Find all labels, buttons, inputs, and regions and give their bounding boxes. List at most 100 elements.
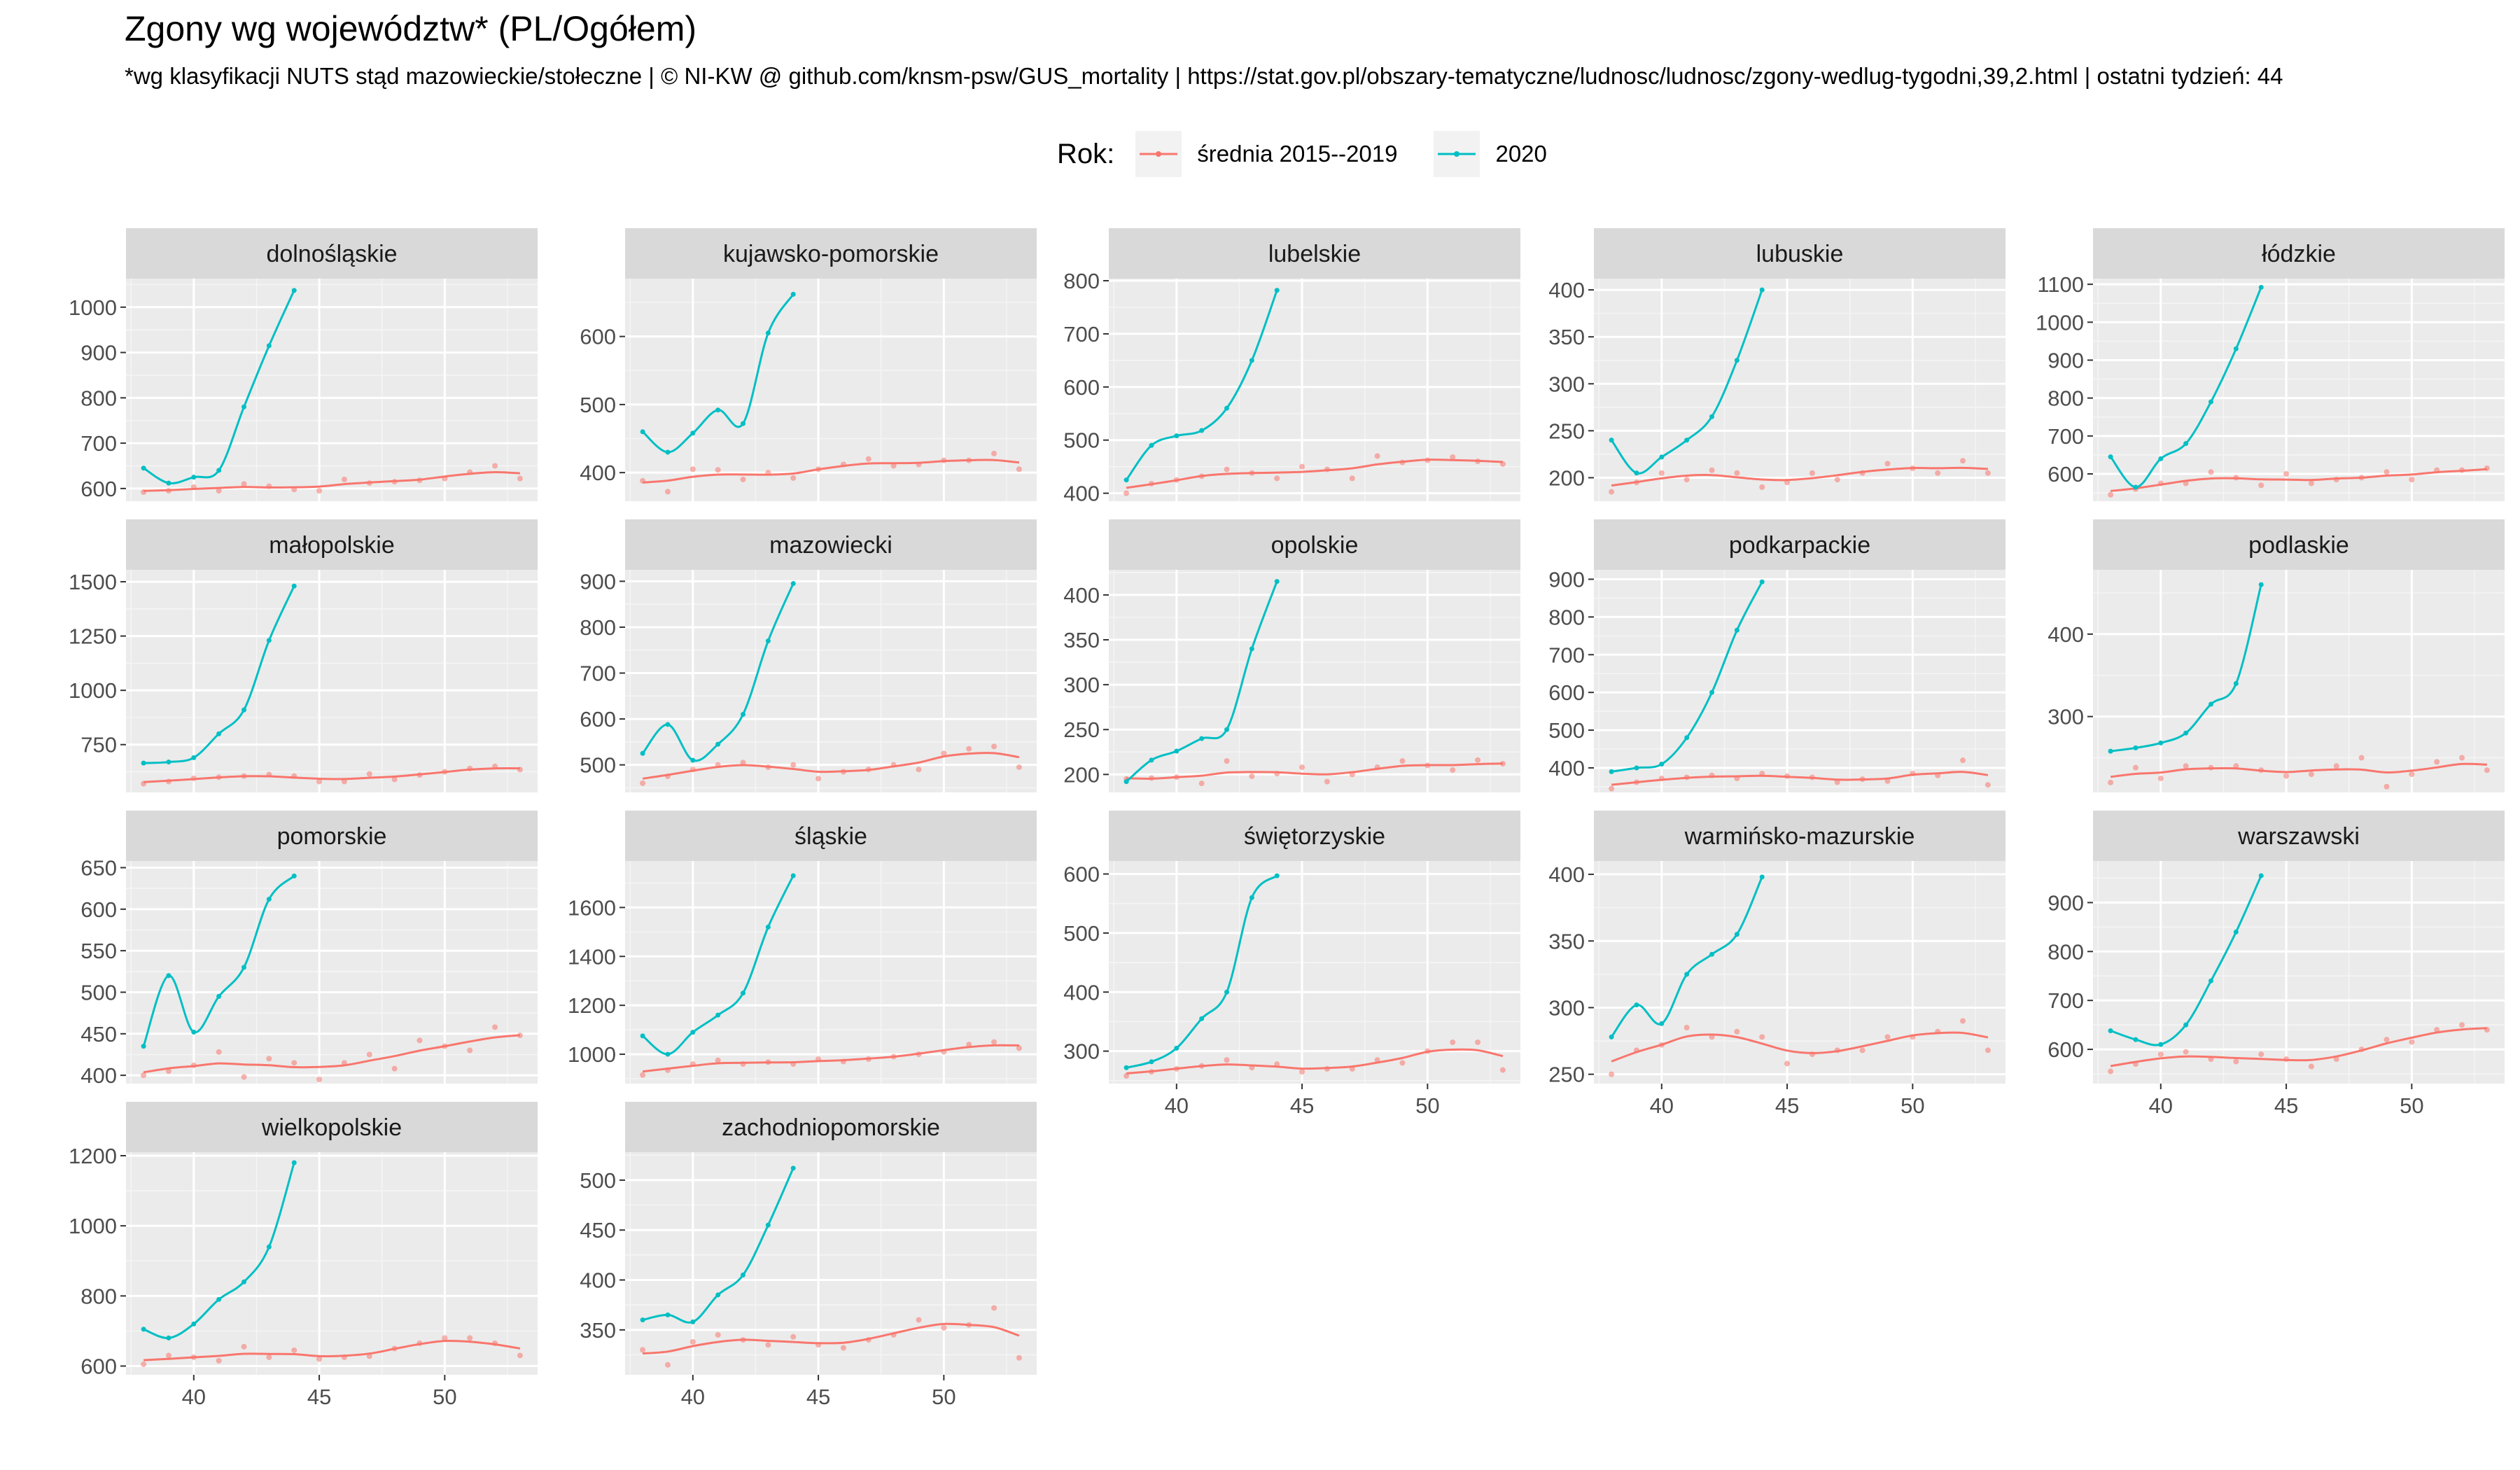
panel-2-2020-point [790, 291, 796, 297]
panel-14-avg-point [1859, 1047, 1865, 1054]
panel-13-avg-line [1126, 1048, 1504, 1074]
panel-5-avg-point [2384, 469, 2390, 475]
panel-13-avg-point [1124, 1073, 1130, 1079]
panel-9-avg-point [1859, 776, 1865, 783]
panel-4-avg-point [1960, 458, 1966, 464]
panel-6-avg-point [190, 775, 197, 781]
panel-6-avg-point [241, 773, 247, 779]
panel-9-avg-point [1834, 779, 1840, 785]
panel-8: opolskie 200 250 300 350 400 [1063, 519, 1520, 792]
panel-2-ytick-label: 600 [580, 325, 616, 349]
panel-13-avg-point [1198, 1063, 1205, 1069]
panel-10-avg-point [2233, 763, 2239, 769]
panel-7-ytick-label: 500 [580, 753, 616, 778]
panel-2-avg-point [816, 466, 822, 472]
panel-14-xtick-label: 50 [1900, 1093, 1924, 1118]
panel-8-avg-point [1374, 764, 1380, 771]
panel-8-ytick-label: 350 [1063, 628, 1100, 652]
panel-12-ytick-label: 1600 [568, 895, 616, 920]
panel-16-xtick-label: 50 [433, 1385, 456, 1409]
panel-17-ytick-label: 400 [580, 1268, 616, 1293]
panel-9-avg-point [1734, 776, 1740, 782]
panel-15-2020-point [2183, 1022, 2189, 1028]
panel-11-ytick-label: 500 [80, 980, 117, 1004]
panel-17-avg-point [715, 1331, 721, 1338]
panel-13-xtick-label: 50 [1415, 1093, 1439, 1118]
panel-1-avg-point [391, 479, 398, 485]
panel-2-avg-point [790, 475, 797, 481]
panel-4-2020-point [1659, 454, 1665, 460]
panel-16-avg-point [216, 1357, 222, 1364]
panel-4-avg-point [1859, 470, 1865, 476]
panel-12-avg-point [816, 1056, 822, 1063]
panel-8-2020-point [1149, 757, 1154, 763]
panel-1-2020-point [166, 480, 172, 486]
panel-6-avg-point [141, 780, 147, 787]
panel-3-avg-point [1299, 463, 1306, 470]
panel-17-avg-point [740, 1337, 746, 1343]
panel-4-2020-point [1609, 438, 1614, 443]
panel-17-avg-point [966, 1322, 972, 1328]
panel-7-strip [625, 519, 1037, 570]
panel-11-ytick-label: 400 [80, 1063, 117, 1088]
panel-14-2020-point [1734, 932, 1740, 937]
panel-14-2020-point [1659, 1021, 1665, 1026]
legend-label-avg: średnia 2015--2019 [1197, 141, 1398, 167]
panel-9-avg-point [1759, 771, 1765, 777]
panel-16-avg-point [467, 1335, 473, 1341]
panel-13-2020-point [1174, 1045, 1180, 1051]
panel-16-2020-point [166, 1335, 172, 1340]
panel-16-avg-point [141, 1361, 147, 1367]
panel-11-2020-point [166, 973, 172, 979]
panel-16-ytick-label: 800 [80, 1284, 117, 1308]
panel-13-avg-point [1450, 1039, 1456, 1045]
panel-4-2020-point [1734, 358, 1740, 363]
panel-10-avg-point [2132, 764, 2138, 771]
panel-15-strip-label: warszawski [2237, 823, 2360, 850]
panel-1-2020-point [241, 404, 247, 410]
panel-17-avg-point [664, 1362, 671, 1368]
panel-5-avg-point [2308, 480, 2314, 486]
panel-15-avg-point [2459, 1022, 2465, 1028]
panel-6-ytick-label: 750 [80, 733, 117, 757]
panel-10-avg-point [2409, 771, 2415, 778]
panel-10-2020-point [2208, 701, 2214, 707]
panel-6-2020-point [241, 707, 247, 713]
panel-13-xtick-label: 45 [1290, 1093, 1314, 1118]
panel-4-avg-point [1884, 461, 1891, 467]
panel-5-2020-point [2183, 441, 2189, 447]
panel-5-avg-point [2333, 477, 2339, 483]
panel-12-avg-point [640, 1072, 646, 1078]
panel-13-ytick-label: 600 [1063, 862, 1100, 887]
panel-10-avg-point [2459, 755, 2465, 761]
panel-13: świętorzyskie 300 400 500 600 40 45 50 [1063, 811, 1520, 1118]
legend-label-2020: 2020 [1495, 141, 1547, 167]
panel-14-2020-point [1759, 874, 1765, 880]
panel-11-strip [126, 811, 538, 861]
panel-2-2020-point [640, 429, 645, 435]
panel-3-avg-point [1424, 457, 1431, 463]
panel-16-2020-point [141, 1326, 146, 1332]
panel-6-avg-line [144, 767, 520, 783]
panel-10-ytick-label: 400 [2047, 622, 2084, 647]
panel-9-background [1594, 570, 2005, 792]
panel-17-ytick-label: 500 [580, 1168, 616, 1193]
panel-8-avg-point [1399, 758, 1406, 764]
panel-5-strip [2093, 228, 2505, 279]
panel-9-avg-point [1684, 774, 1690, 780]
panel-10-avg-point [2183, 763, 2189, 769]
panel-1-2020-point [191, 475, 197, 480]
panel-17-avg-point [640, 1347, 646, 1353]
panel-11-ytick-label: 600 [80, 897, 117, 922]
panel-2-avg-point [664, 489, 671, 495]
panel-11-avg-point [316, 1077, 323, 1083]
panel-13-avg-point [1399, 1060, 1406, 1066]
panel-3-avg-point [1324, 466, 1330, 472]
panel-10-strip-label: podlaskie [2248, 532, 2349, 559]
panel-10: podlaskie 300 400 [2047, 519, 2505, 792]
panel-17-avg-point [690, 1338, 696, 1345]
panel-12-avg-point [1016, 1045, 1022, 1051]
panel-15-2020-point [2258, 873, 2264, 878]
panel-8-avg-point [1324, 778, 1330, 785]
